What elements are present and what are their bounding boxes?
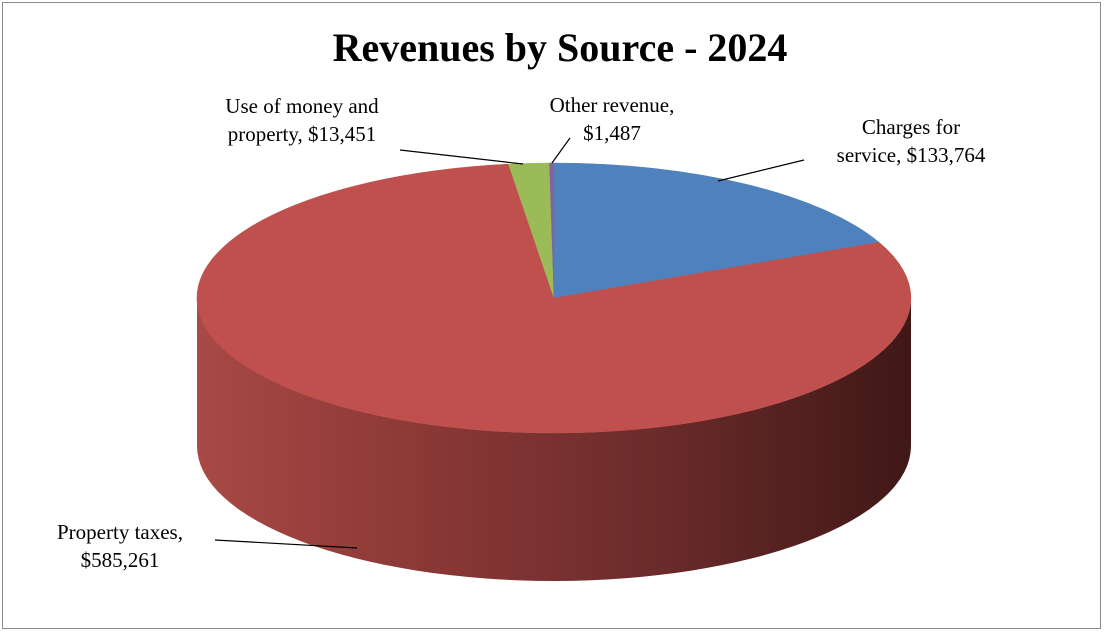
label-use-of-money-and-property: Use of money and property, $13,451 (225, 94, 379, 146)
pie-side-wall-property-taxes (197, 298, 911, 581)
label-line: Charges for (862, 115, 960, 139)
label-charges-for-service: Charges for service, $133,764 (837, 115, 986, 167)
label-line: Other revenue, (550, 93, 675, 117)
slice-labels: Charges for service, $133,764 Property tax… (57, 93, 986, 572)
label-line: property, $13,451 (228, 122, 377, 146)
chart-title: Revenues by Source - 2024 (333, 25, 788, 70)
label-other-revenue: Other revenue, $1,487 (550, 93, 675, 145)
label-line: $585,261 (81, 548, 160, 572)
pie-side-wall (197, 298, 911, 581)
label-line: Use of money and (225, 94, 379, 118)
leader-line-use-of-money-and-property (399, 149, 524, 165)
label-line: service, $133,764 (837, 143, 986, 167)
leader-line-charges-for-service (717, 159, 805, 182)
leader-lines (214, 137, 805, 549)
label-line: $1,487 (583, 121, 641, 145)
pie-slice-property-taxes (196, 163, 912, 434)
label-line: Property taxes, (57, 520, 183, 544)
pie-slices (196, 162, 912, 434)
pie-slice-other-revenue (549, 162, 555, 299)
pie-slice-charges-for-service (553, 162, 880, 299)
leader-line-property-taxes (214, 539, 358, 549)
leader-line-other-revenue (551, 137, 571, 164)
label-property-taxes: Property taxes, $585,261 (57, 520, 183, 572)
